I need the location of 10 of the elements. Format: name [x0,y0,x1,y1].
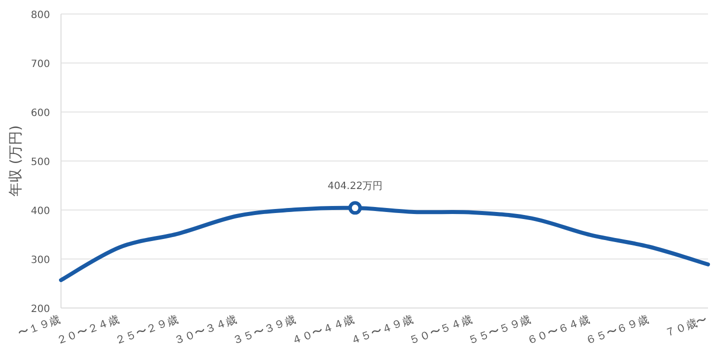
x-tick-label: ７０歳〜 [663,312,710,340]
y-tick-label: 600 [30,108,50,119]
y-tick-label: 300 [30,255,50,266]
y-axis-title: 年収 (万円) [8,125,24,197]
data-label: 404.22万円 [328,180,383,192]
y-tick-label: 400 [30,206,50,217]
y-tick-label: 700 [30,59,50,70]
y-tick-label: 800 [30,10,50,21]
y-tick-label: 500 [30,157,50,168]
y-tick-label: 200 [30,304,50,315]
